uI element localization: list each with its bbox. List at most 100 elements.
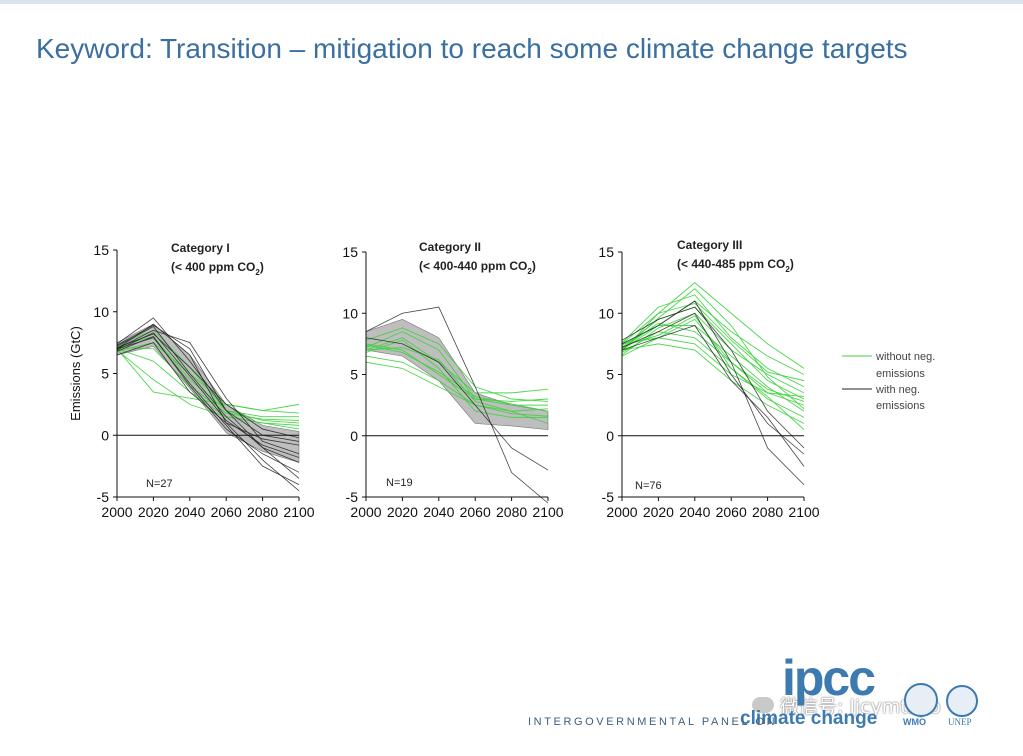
- x-tick-label: 2100: [283, 504, 314, 520]
- series-line-black-3: [116, 329, 300, 455]
- climate-change-logo-text: climate change: [740, 708, 878, 729]
- series-line-black-8: [116, 332, 300, 458]
- footer-org: INTERGOVERNMENTAL PANEL ON: [528, 716, 778, 728]
- y-tick-label: 10: [598, 305, 614, 321]
- series-line-green-10: [621, 343, 805, 424]
- x-tick-label: 2060: [460, 504, 491, 520]
- chart-title-line-1: Category II: [419, 240, 481, 254]
- series-line-black-0: [621, 300, 805, 486]
- x-tick-label: 2080: [752, 504, 783, 520]
- x-tick-label: 2020: [138, 504, 169, 520]
- n-count-label: N=27: [146, 478, 173, 490]
- series-line-green-16: [116, 347, 300, 421]
- series-line-green-3: [365, 343, 549, 402]
- watermark: 微信号: ljcymtsyb: [780, 696, 941, 718]
- y-tick-label: -5: [346, 489, 359, 505]
- legend-black-label-2: emissions: [876, 400, 925, 412]
- x-tick-label: 2080: [247, 504, 278, 520]
- ipcc-logo: ipcc: [782, 650, 876, 706]
- chart-title-line-2: (< 440-485 ppm CO2): [677, 257, 794, 274]
- legend-green-label-2: emissions: [876, 368, 925, 380]
- series-line-green-13: [621, 322, 805, 402]
- y-tick-label: 0: [606, 428, 614, 444]
- series-line-green-16: [621, 288, 805, 410]
- series-line-black-7: [116, 324, 300, 463]
- series-line-green-6: [365, 339, 548, 418]
- wmo-label: WMO: [903, 717, 926, 727]
- series-line-black-0: [365, 306, 549, 504]
- series-line-black-1: [365, 337, 549, 471]
- x-tick-label: 2040: [174, 504, 205, 520]
- series-line-black-9: [116, 337, 300, 486]
- wmo-emblem-icon: [904, 683, 938, 717]
- y-tick-label: 0: [101, 427, 109, 443]
- series-line-green-7: [621, 306, 805, 400]
- series-line-green-11: [621, 294, 805, 388]
- unep-label: UNEP: [948, 717, 972, 727]
- x-tick-label: 2020: [643, 504, 674, 520]
- x-tick-label: 2040: [679, 504, 710, 520]
- x-tick-label: 2100: [532, 504, 563, 520]
- series-line-green-2: [365, 337, 549, 394]
- series-line-green-4: [365, 355, 549, 412]
- co2-subscript: 2: [527, 267, 532, 276]
- title-close-paren: ): [260, 260, 264, 274]
- co2-subscript: 2: [255, 268, 260, 277]
- legend-black-label-1: with neg.: [875, 384, 920, 396]
- y-tick-label: -5: [602, 489, 615, 505]
- series-line-black-1: [116, 326, 300, 479]
- series-line-black-6: [116, 333, 300, 439]
- chart-title-line-2: (< 400-440 ppm CO2): [419, 259, 536, 276]
- y-tick-label: 15: [342, 244, 358, 260]
- x-tick-label: 2060: [716, 504, 747, 520]
- x-tick-label: 2060: [211, 504, 242, 520]
- series-line-black-2: [621, 325, 805, 467]
- series-line-black-5: [116, 342, 300, 446]
- x-tick-label: 2080: [496, 504, 527, 520]
- series-line-green-14: [621, 315, 805, 430]
- y-tick-label: 5: [101, 366, 109, 382]
- x-tick-label: 2000: [101, 504, 132, 520]
- y-tick-label: 10: [342, 305, 358, 321]
- chart-title-line-1: Category I: [171, 241, 230, 255]
- y-tick-label: -5: [97, 489, 110, 505]
- series-line-green-5: [621, 282, 805, 369]
- series-line-black-3: [621, 306, 805, 449]
- chart-title-line-2: (< 400 ppm CO2): [171, 260, 264, 277]
- series-line-green-15: [116, 349, 300, 430]
- x-tick-label: 2000: [606, 504, 637, 520]
- series-line-black-1: [621, 312, 805, 455]
- n-count-label: N=76: [635, 480, 662, 492]
- y-axis-label: Emissions (GtC): [68, 326, 83, 421]
- unep-emblem-icon: [946, 685, 978, 717]
- slide-title: Keyword: Transition – mitigation to reac…: [36, 33, 908, 64]
- top-rule: [0, 0, 1023, 4]
- series-line-green-8: [365, 361, 549, 417]
- y-tick-label: 5: [606, 367, 614, 383]
- x-tick-label: 2000: [350, 504, 381, 520]
- y-tick-label: 5: [350, 367, 358, 383]
- title-close-paren: ): [532, 259, 536, 273]
- wechat-icon: [752, 697, 774, 713]
- x-tick-label: 2040: [423, 504, 454, 520]
- series-line-green-10: [365, 347, 549, 424]
- y-tick-label: 10: [93, 304, 109, 320]
- x-tick-label: 2020: [387, 504, 418, 520]
- series-line-green-17: [621, 337, 805, 397]
- series-line-green-7: [365, 327, 549, 402]
- title-close-paren: ): [790, 257, 794, 271]
- series-line-green-15: [621, 302, 805, 382]
- y-tick-label: 15: [598, 244, 614, 260]
- legend: without neg. emissions with neg. emissio…: [842, 351, 935, 412]
- co2-subscript: 2: [785, 265, 790, 274]
- n-count-label: N=19: [386, 477, 413, 489]
- y-tick-label: 0: [350, 428, 358, 444]
- chart-title-line-1: Category III: [677, 238, 742, 252]
- series-line-green-10: [116, 348, 300, 414]
- x-tick-label: 2100: [788, 504, 819, 520]
- legend-green-label-1: without neg.: [875, 351, 935, 363]
